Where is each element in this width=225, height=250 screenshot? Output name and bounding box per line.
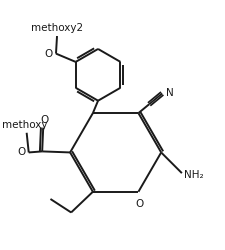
Text: O: O: [135, 198, 144, 208]
Text: O: O: [40, 115, 48, 125]
Text: O: O: [17, 147, 26, 157]
Text: methoxy2: methoxy2: [31, 23, 83, 33]
Text: N: N: [166, 88, 174, 98]
Text: O: O: [44, 48, 52, 58]
Text: methoxy: methoxy: [2, 120, 47, 130]
Text: NH₂: NH₂: [184, 170, 204, 179]
